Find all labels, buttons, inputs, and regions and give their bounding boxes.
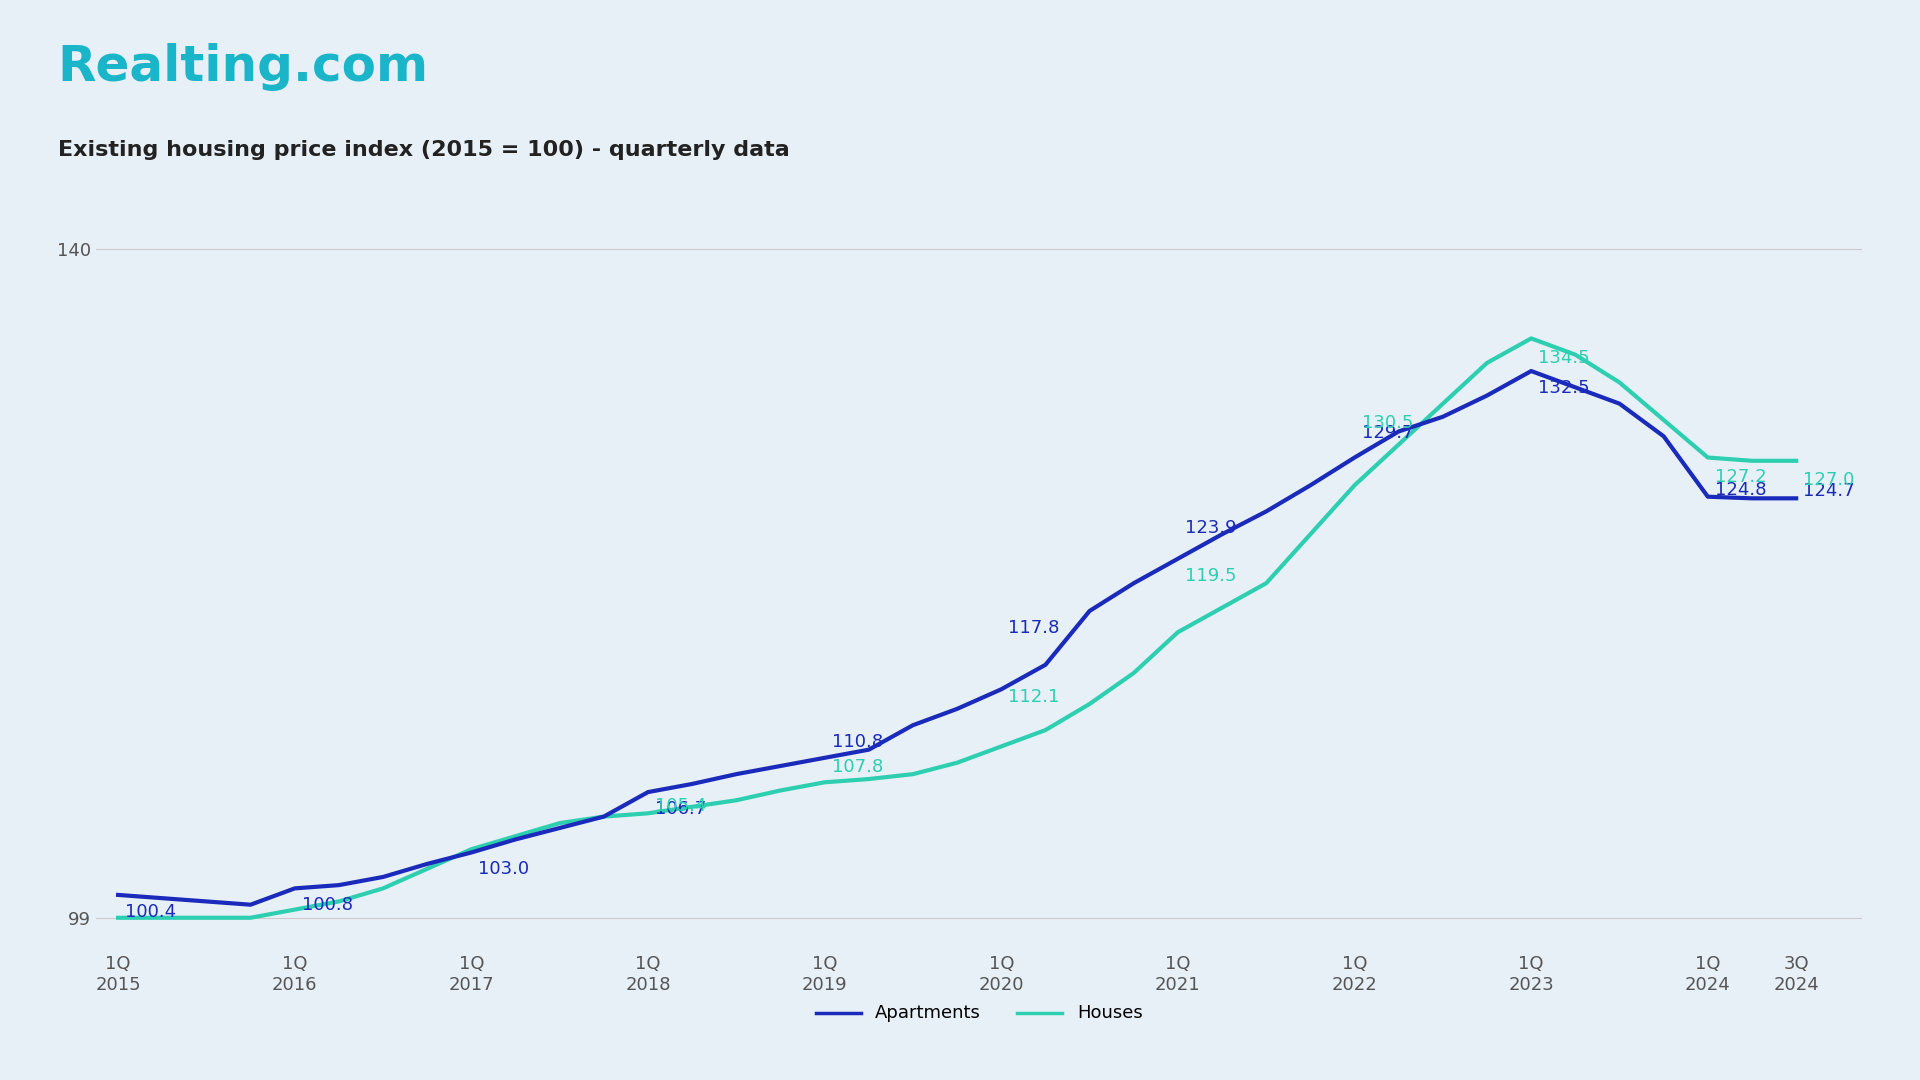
Text: 106.7: 106.7: [655, 800, 707, 818]
Text: 127.2: 127.2: [1715, 468, 1766, 486]
Legend: Apartments, Houses: Apartments, Houses: [808, 997, 1150, 1029]
Text: 123.9: 123.9: [1185, 519, 1236, 537]
Text: Realting.com: Realting.com: [58, 43, 428, 91]
Text: 119.5: 119.5: [1185, 567, 1236, 585]
Text: 112.1: 112.1: [1008, 688, 1060, 706]
Text: 103.0: 103.0: [478, 860, 530, 878]
Text: 130.5: 130.5: [1361, 414, 1413, 432]
Text: 129.7: 129.7: [1361, 424, 1413, 443]
Text: 110.8: 110.8: [831, 733, 883, 751]
Text: 134.5: 134.5: [1538, 349, 1590, 367]
Text: 124.8: 124.8: [1715, 481, 1766, 499]
Text: 105.4: 105.4: [655, 797, 707, 815]
Text: 100.4: 100.4: [125, 903, 177, 920]
Text: 107.8: 107.8: [831, 758, 883, 777]
Text: 124.7: 124.7: [1803, 483, 1855, 500]
Text: Existing housing price index (2015 = 100) - quarterly data: Existing housing price index (2015 = 100…: [58, 140, 789, 161]
Text: 117.8: 117.8: [1008, 619, 1060, 636]
Text: 100.8: 100.8: [301, 896, 353, 914]
Text: 132.5: 132.5: [1538, 379, 1590, 396]
Text: 127.0: 127.0: [1803, 471, 1855, 489]
